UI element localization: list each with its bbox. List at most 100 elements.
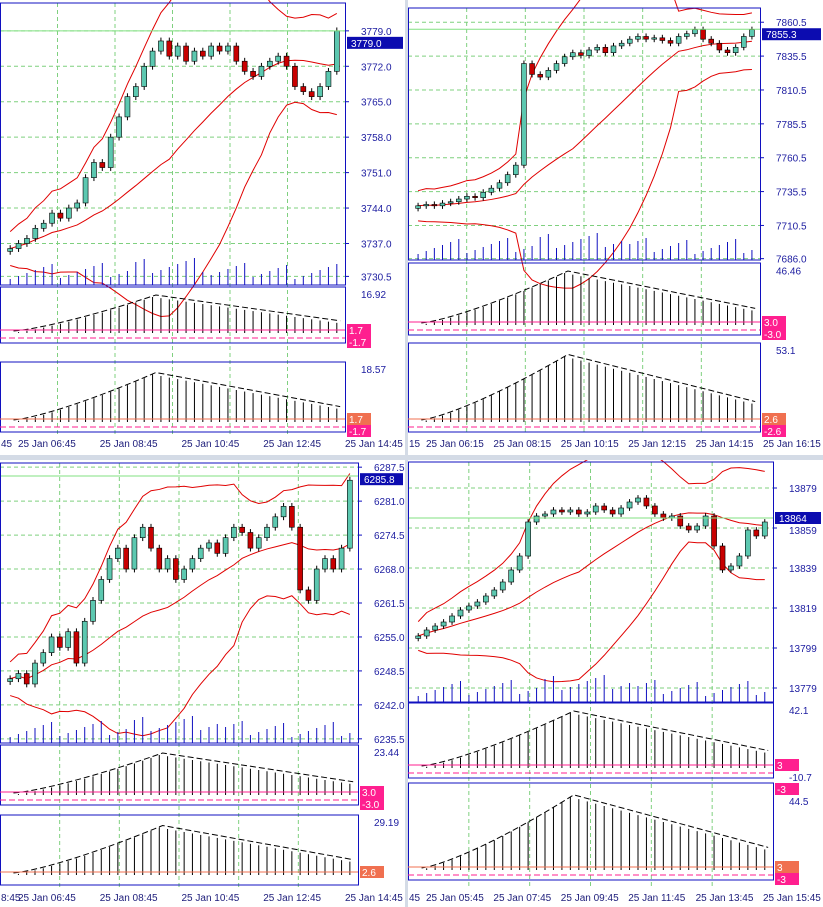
indicator-max-label: 44.5: [789, 797, 809, 808]
candle-up: [584, 511, 591, 515]
indicator-level-box: [360, 786, 384, 798]
bollinger-band-middle: [9, 542, 351, 680]
candle-up: [98, 579, 105, 601]
price-tick-label: 6287.5: [374, 463, 405, 474]
candle-up: [7, 248, 14, 252]
candle-up: [545, 70, 552, 78]
price-tick-label: 6268.0: [374, 565, 405, 576]
candle-down: [283, 55, 290, 67]
time-axis-label: 25 Jan 13:45: [696, 893, 754, 904]
candle-down: [214, 542, 221, 554]
indicator-level-label: -2.6: [764, 427, 782, 438]
indicator-level-box: [360, 798, 384, 810]
indicator-min-label: -10.7: [789, 773, 812, 784]
candle-up: [206, 542, 212, 549]
candle-up: [164, 558, 171, 570]
indicator-signal-line: [421, 353, 756, 421]
candle-up: [65, 631, 71, 648]
chart-window-top-right[interactable]: 7860.5 7855.3 7835.5 7810.5 7785.5 7760.5 7735…: [408, 0, 823, 455]
candle-up: [553, 63, 560, 71]
chart-window-bottom-right[interactable]: 13879 13864 13859 13839 13819 13799 13779 42.1 3…: [408, 460, 823, 907]
candle-up: [488, 187, 495, 193]
indicator-level-box: [347, 336, 371, 348]
candle-down: [708, 38, 714, 44]
indicator-level-box: [762, 316, 786, 328]
candle-up: [82, 177, 89, 204]
candle-up: [521, 63, 527, 166]
price-tick-label: 6255.0: [374, 633, 405, 644]
price-tick-label: 13799: [789, 644, 817, 655]
indicator-signal-line: [13, 824, 354, 874]
candle-up: [131, 537, 138, 570]
indicator-level-box: [775, 783, 799, 795]
candle-up: [15, 673, 22, 680]
candle-up: [447, 201, 454, 204]
candle-up: [264, 526, 270, 539]
candle-up: [474, 601, 481, 607]
candle-up: [225, 45, 231, 52]
chart-window-bottom-left[interactable]: 6287.5 6285.8 6281.0 6274.5 6268.0 6261.5 6255…: [0, 460, 405, 907]
candle-up: [496, 182, 503, 189]
price-tick-label: 7760.5: [776, 154, 807, 165]
bollinger-band-upper: [417, 0, 753, 192]
candle-up: [40, 222, 47, 229]
candle-up: [457, 609, 464, 617]
indicator-level-box: [360, 866, 384, 878]
candle-down: [289, 506, 295, 528]
candle-up: [464, 196, 470, 200]
indicator-frame: [0, 744, 359, 806]
bollinger-band-middle: [418, 512, 765, 637]
candle-down: [292, 65, 298, 87]
candle-up: [15, 243, 22, 249]
indicator-level-box: [347, 324, 371, 336]
candle-down: [685, 525, 692, 531]
candle-down: [247, 532, 254, 549]
chart-window-top-left[interactable]: 3779.0 3779.0 3772.0 3765.0 3758.0 3751.0 3744…: [0, 0, 405, 455]
indicator-level-box: [347, 425, 371, 437]
indicator-level-box: [775, 759, 799, 771]
candle-up: [525, 521, 531, 557]
candle-up: [561, 56, 568, 64]
price-tick-label: 3730.5: [361, 272, 392, 283]
main-chart-frame: [0, 2, 346, 286]
indicator-signal-line: [13, 752, 354, 794]
candle-down: [472, 196, 478, 198]
indicator-max-label: 29.19: [374, 818, 399, 829]
candle-up: [550, 509, 557, 515]
price-tick-label: 13819: [789, 604, 817, 615]
time-axis-label: 25 Jan 08:15: [493, 439, 551, 450]
candle-down: [250, 71, 256, 77]
candle-down: [233, 45, 240, 62]
indicator-level-box: [762, 413, 786, 425]
candle-up: [208, 45, 215, 57]
price-tick-label: 3758.0: [361, 133, 392, 144]
candle-up: [651, 37, 657, 40]
candle-up: [280, 506, 287, 518]
indicator-max-label: 23.44: [374, 748, 399, 759]
indicator-frame: [408, 702, 774, 779]
price-tick-label: 6274.5: [374, 531, 405, 542]
candle-down: [643, 36, 649, 40]
candle-up: [116, 116, 122, 138]
price-tick-label: 7835.5: [776, 52, 807, 63]
candle-down: [559, 509, 565, 513]
current-price-label: 13864: [779, 514, 807, 525]
candle-down: [601, 505, 608, 511]
candle-up: [594, 46, 600, 51]
candle-down: [99, 162, 106, 168]
candle-up: [516, 555, 523, 571]
candle-down: [659, 37, 666, 41]
candle-up: [423, 204, 429, 207]
indicator-level-label: -3.0: [764, 330, 782, 341]
bollinger-band-lower: [418, 541, 765, 683]
price-tick-label: 13879: [789, 484, 817, 495]
candle-up: [675, 36, 682, 44]
candle-down: [660, 513, 667, 519]
indicator-signal-line: [421, 710, 769, 767]
price-tick-label: 6235.5: [374, 735, 405, 746]
candle-up: [255, 537, 262, 549]
